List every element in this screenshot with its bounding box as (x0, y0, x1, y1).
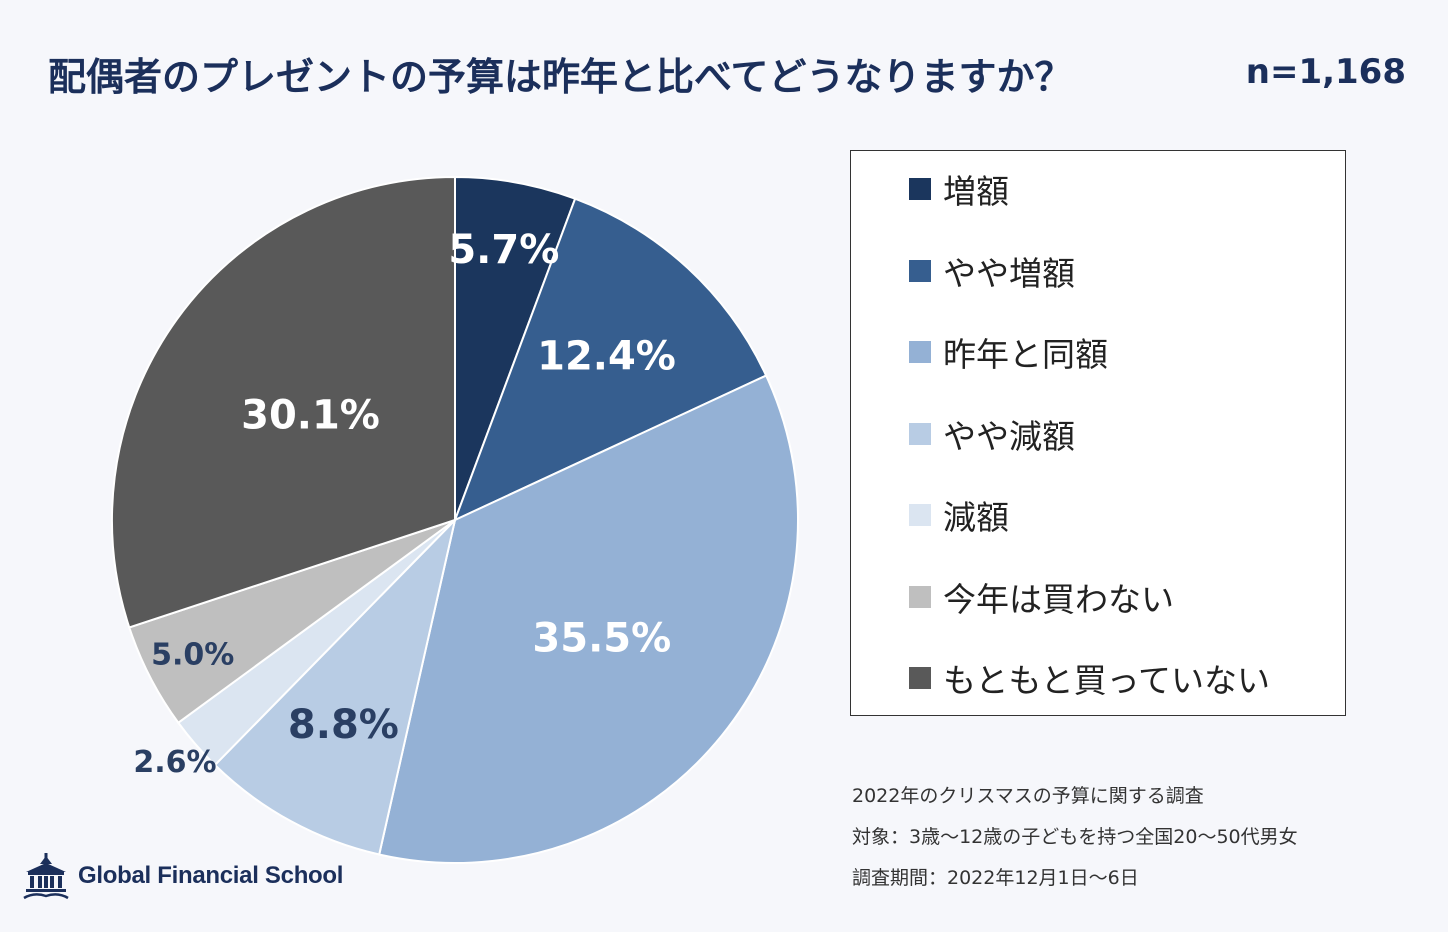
legend: 増額やや増額昨年と同額やや減額減額今年は買わないもともと買っていない (850, 150, 1346, 716)
legend-item-2: やや増額 (909, 251, 1075, 293)
pie-label-7: 30.1% (241, 393, 380, 439)
legend-swatch (909, 504, 931, 526)
footnote-survey: 2022年のクリスマスの予算に関する調査 (852, 785, 1204, 807)
legend-label: もともと買っていない (943, 661, 1271, 700)
brand-name: Global Financial School (78, 862, 344, 889)
pie-label-4: 8.8% (288, 702, 399, 748)
brand: Global Financial School (22, 852, 343, 900)
legend-item-4: やや減額 (909, 414, 1075, 456)
legend-swatch (909, 341, 931, 363)
pie-slice-2 (453, 197, 768, 522)
legend-swatch (909, 422, 931, 445)
pie-chart: 5.7% 12.4% 35.5% 8.8% 2.6% 5.0% 30.1% (111, 175, 799, 864)
legend-item-7: もともと買っていない (909, 658, 1270, 700)
legend-label: 今年は買わない (943, 579, 1174, 619)
pie-label-5: 2.6% (133, 745, 216, 780)
pie-label-1: 5.7% (448, 227, 559, 273)
pie-label-2: 12.4% (537, 333, 676, 379)
legend-swatch (909, 585, 931, 608)
legend-label: 昨年と同額 (943, 335, 1108, 374)
sample-size: n=1,168 (1245, 52, 1406, 92)
footnotes: 2022年のクリスマスの予算に関する調査 対象：3歳～12歳の子どもを持つ全国2… (852, 776, 1298, 899)
pie-slice-4 (213, 516, 457, 856)
pie-slice-7 (111, 175, 456, 629)
footnote-target: 対象：3歳～12歳の子どもを持つ全国20～50代男女 (852, 826, 1298, 848)
legend-swatch (909, 178, 931, 200)
legend-item-6: 今年は買わない (909, 577, 1174, 619)
legend-item-5: 減額 (909, 495, 1009, 537)
legend-label: 減額 (943, 498, 1009, 537)
legend-swatch (909, 667, 931, 689)
pie-label-6: 5.0% (151, 638, 234, 673)
school-building-icon (23, 853, 69, 900)
pie-labels: 5.7% 12.4% 35.5% 8.8% 2.6% 5.0% 30.1% (133, 227, 675, 780)
legend-item-1: 増額 (909, 169, 1009, 211)
legend-item-3: 昨年と同額 (909, 332, 1108, 374)
footnote-period: 調査期間：2022年12月1日～6日 (852, 867, 1139, 889)
pie-label-3: 35.5% (532, 616, 671, 662)
chart-title: 配偶者のプレゼントの予算は昨年と比べてどうなりますか？ (48, 55, 1073, 99)
legend-label: やや減額 (943, 416, 1075, 456)
legend-label: やや増額 (943, 253, 1075, 293)
legend-label: 増額 (943, 172, 1009, 211)
legend-swatch (909, 259, 931, 282)
pie-slice-3 (378, 374, 799, 864)
pie-slices (111, 175, 799, 864)
